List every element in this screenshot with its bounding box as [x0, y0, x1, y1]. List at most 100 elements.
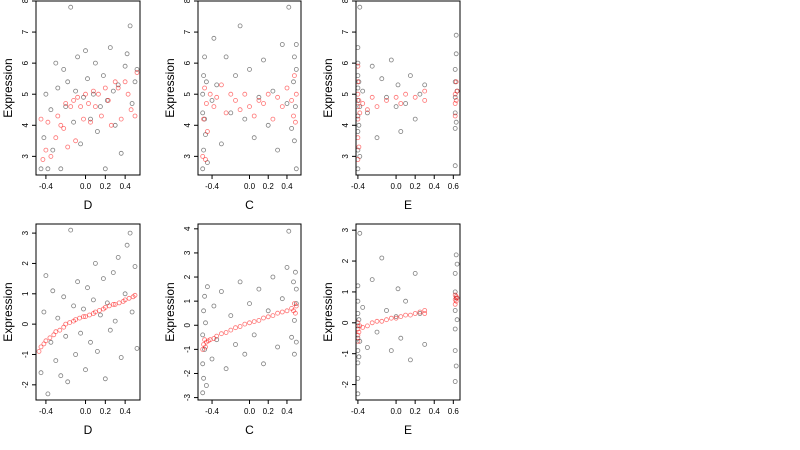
- data-point: [118, 150, 124, 156]
- y-tick-label: 3: [21, 154, 30, 159]
- data-point: [126, 295, 132, 301]
- data-point: [36, 348, 42, 354]
- data-point: [132, 292, 138, 298]
- data-point: [393, 314, 399, 320]
- data-point: [384, 98, 389, 103]
- data-point: [43, 338, 49, 344]
- data-point: [453, 298, 459, 304]
- data-point: [279, 296, 285, 302]
- y-tick-label: 7: [21, 29, 30, 34]
- data-point: [452, 301, 458, 307]
- data-point: [356, 329, 362, 335]
- data-point: [200, 332, 206, 338]
- x-axis-title: E: [404, 198, 412, 212]
- data-point: [85, 76, 90, 82]
- y-tick-label: 2: [341, 258, 350, 263]
- y-tick-label: -1: [183, 345, 192, 353]
- data-point: [43, 147, 49, 153]
- data-point: [95, 348, 100, 354]
- data-point: [50, 147, 56, 153]
- series-1: [200, 4, 299, 172]
- data-point: [201, 116, 207, 122]
- data-point: [50, 288, 56, 294]
- panel-5: -0.4 0.0 0.2 0.4 C -3 -2 -1 0 1 2 3 4 Expression: [163, 223, 302, 437]
- data-point: [289, 98, 295, 103]
- data-point: [107, 45, 113, 50]
- data-point: [75, 54, 80, 60]
- data-point: [417, 91, 423, 97]
- data-point: [48, 107, 54, 113]
- data-point: [78, 330, 83, 336]
- data-point: [127, 230, 133, 236]
- data-point: [357, 104, 363, 109]
- data-point: [275, 310, 281, 316]
- series-2: [36, 292, 138, 354]
- data-point: [293, 91, 299, 97]
- data-point: [71, 119, 76, 125]
- data-point: [360, 304, 366, 310]
- data-point: [422, 88, 428, 94]
- data-point: [270, 313, 276, 319]
- data-point: [132, 113, 138, 119]
- data-point: [454, 261, 460, 267]
- data-point: [292, 119, 298, 125]
- data-point: [201, 375, 207, 381]
- data-point: [47, 335, 53, 341]
- data-point: [132, 264, 138, 269]
- data-point: [293, 286, 299, 292]
- y-axis-title: Expression: [1, 58, 15, 117]
- data-point: [71, 98, 76, 103]
- y-tick-label: 2: [21, 261, 30, 266]
- data-point: [203, 320, 208, 326]
- data-point: [88, 339, 93, 345]
- data-point: [48, 339, 54, 345]
- x-tick-label: 0.4: [120, 407, 132, 416]
- data-point: [292, 269, 298, 275]
- data-point: [388, 315, 394, 321]
- data-point: [356, 144, 362, 150]
- data-point: [292, 310, 298, 316]
- series-1: [38, 227, 140, 397]
- y-axis: -3 -2 -1 0 1 2 3 4 Expression: [163, 226, 198, 401]
- data-point: [261, 101, 266, 106]
- data-point: [53, 329, 59, 335]
- data-point: [108, 122, 114, 128]
- y-axis: -2 -1 0 1 2 3 Expression: [321, 227, 356, 388]
- y-tick-label: 6: [341, 60, 350, 65]
- y-tick-label: 7: [183, 29, 192, 34]
- data-point: [388, 57, 394, 63]
- x-axis: -0.4 0.0 0.2 0.4 C: [205, 175, 293, 212]
- y-tick-label: 4: [341, 123, 350, 128]
- data-point: [125, 91, 131, 97]
- y-axis: 3 4 5 6 7 8 Expression: [1, 0, 36, 159]
- data-point: [58, 122, 64, 128]
- x-tick-label: 0.2: [100, 407, 112, 416]
- data-point: [403, 91, 409, 97]
- x-axis: -0.4 0.0 0.2 0.4 0.6 E: [351, 175, 459, 212]
- data-point: [364, 345, 370, 350]
- data-point: [110, 301, 116, 307]
- y-tick-label: 4: [21, 123, 30, 128]
- data-point: [116, 300, 122, 306]
- data-point: [209, 98, 215, 103]
- data-point: [202, 293, 208, 299]
- data-point: [112, 122, 118, 128]
- data-point: [75, 94, 80, 100]
- data-point: [214, 333, 220, 339]
- data-point: [364, 107, 370, 113]
- data-point: [107, 327, 113, 333]
- data-point: [201, 73, 207, 78]
- data-point: [398, 101, 404, 106]
- data-point: [83, 91, 88, 97]
- data-point: [102, 376, 108, 382]
- data-point: [211, 104, 217, 109]
- data-point: [101, 73, 106, 78]
- data-point: [357, 230, 363, 236]
- data-point: [228, 327, 234, 333]
- data-point: [71, 303, 76, 309]
- data-point: [379, 76, 385, 82]
- data-point: [403, 101, 409, 106]
- data-point: [270, 116, 276, 122]
- data-point: [369, 63, 375, 69]
- data-point: [58, 166, 64, 172]
